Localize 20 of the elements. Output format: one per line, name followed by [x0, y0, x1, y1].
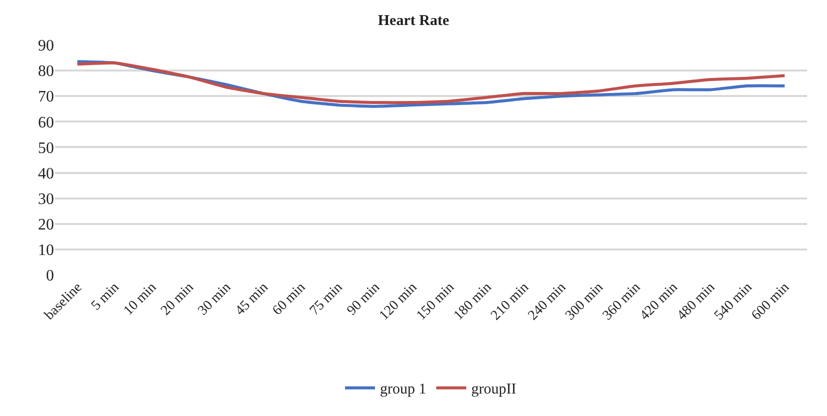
legend-label: groupII [471, 382, 516, 398]
x-tick-label: 10 min [121, 280, 160, 319]
legend-label: group 1 [380, 382, 426, 398]
x-tick-label: 60 min [270, 280, 308, 319]
y-tick-label: 50 [38, 140, 54, 157]
y-tick-label: 0 [46, 268, 54, 285]
y-tick-label: 60 [38, 114, 54, 132]
y-tick-label: 40 [38, 165, 54, 182]
y-tick-label: 30 [38, 190, 54, 208]
y-tick-label: 70 [38, 88, 54, 106]
x-tick-label: 45 min [232, 280, 272, 319]
x-tick-label: 5 min [88, 280, 122, 314]
x-tick-label: 75 min [307, 280, 346, 319]
y-tick-label: 90 [38, 38, 54, 55]
y-tick-label: 20 [38, 216, 54, 234]
y-tick-label: 80 [38, 63, 54, 80]
x-tick-label: 30 min [196, 280, 234, 319]
x-tick-label: 20 min [158, 280, 197, 319]
chart-title: Heart Rate [378, 13, 450, 30]
y-tick-label: 10 [38, 242, 54, 260]
